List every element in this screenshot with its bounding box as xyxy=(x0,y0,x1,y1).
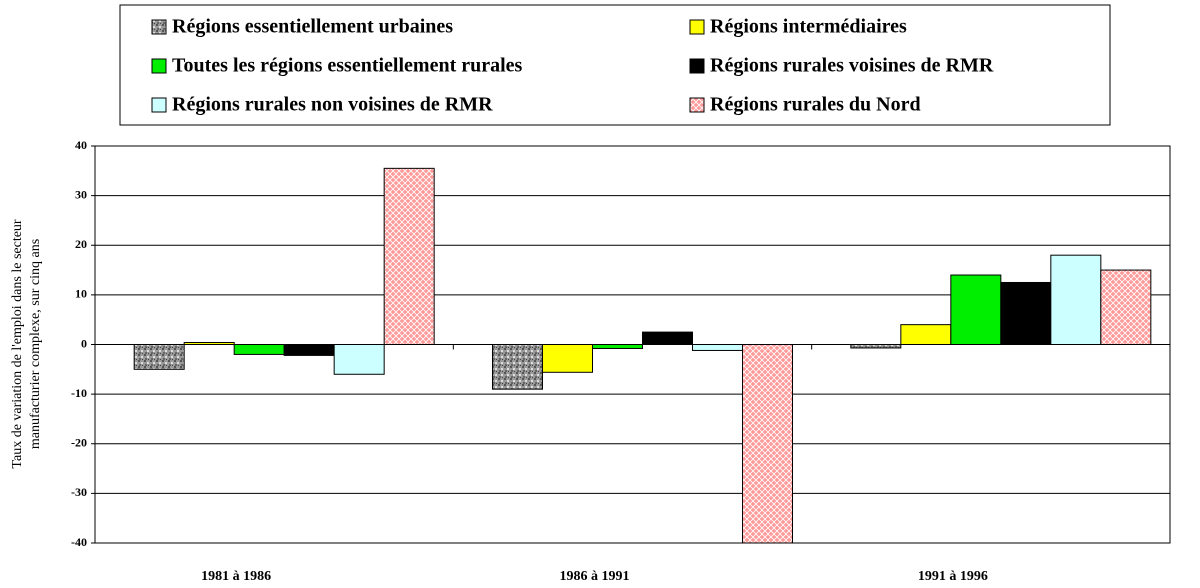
y-tick-label: -40 xyxy=(71,535,87,549)
legend-label: Régions rurales du Nord xyxy=(710,94,921,116)
x-tick-label: 1986 à 1991 xyxy=(560,569,630,584)
legend-label: Régions rurales non voisines de RMR xyxy=(172,94,493,116)
bar xyxy=(642,331,693,345)
legend-swatch xyxy=(151,97,167,113)
bar xyxy=(1000,281,1052,345)
legend-swatch xyxy=(151,19,167,35)
y-axis-label: manufacturier complexe, sur cinq ans xyxy=(28,239,43,449)
legend-swatch xyxy=(689,58,705,74)
bar xyxy=(592,344,643,349)
y-tick-label: 20 xyxy=(75,237,87,251)
y-tick-label: 0 xyxy=(81,336,87,350)
bar xyxy=(850,344,902,349)
x-tick-label: 1991 à 1996 xyxy=(918,569,988,584)
bar xyxy=(383,167,435,345)
legend-label: Régions rurales voisines de RMR xyxy=(710,55,994,77)
legend-swatch xyxy=(151,58,167,74)
bar xyxy=(1100,269,1152,345)
y-tick-label: 40 xyxy=(75,138,87,152)
bar xyxy=(333,344,385,375)
legend-swatch xyxy=(689,19,705,35)
bar xyxy=(283,344,335,356)
y-tick-label: 10 xyxy=(75,287,87,301)
bar xyxy=(233,344,285,355)
bar xyxy=(542,344,593,373)
y-axis-label: Taux de variation de l'emploi dans le se… xyxy=(10,219,25,469)
y-tick-label: -30 xyxy=(71,485,87,499)
bar xyxy=(950,274,1002,345)
bar xyxy=(692,344,743,351)
bar xyxy=(1050,254,1102,345)
y-tick-label: -10 xyxy=(71,386,87,400)
legend-label: Toutes les régions essentiellement rural… xyxy=(172,55,523,77)
x-tick-label: 1981 à 1986 xyxy=(201,569,271,584)
bar xyxy=(492,344,543,390)
bar xyxy=(133,344,185,370)
legend-swatch xyxy=(689,97,705,113)
legend-label: Régions essentiellement urbaines xyxy=(172,16,453,38)
bar xyxy=(742,344,793,544)
legend-label: Régions intermédiaires xyxy=(710,16,907,38)
bar xyxy=(900,324,952,345)
y-tick-label: 30 xyxy=(75,187,87,201)
y-tick-label: -20 xyxy=(71,436,87,450)
legend-box xyxy=(119,4,1111,126)
